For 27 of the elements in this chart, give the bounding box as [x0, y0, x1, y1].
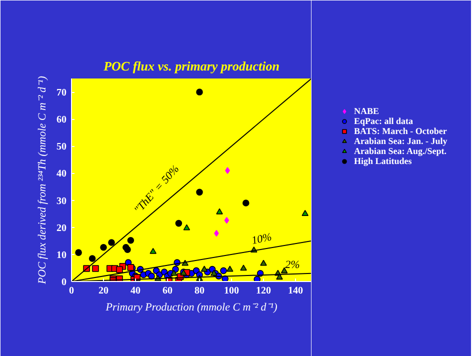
- x-tick-label: 100: [224, 286, 239, 296]
- chart-title: POC flux vs. primary production: [104, 58, 280, 74]
- legend-label: Arabian Sea: Aug./Sept.: [354, 146, 447, 156]
- y-tick-label: 60: [56, 114, 66, 126]
- x-tick-label: 40: [130, 286, 140, 296]
- x-tick-label: 140: [288, 286, 303, 296]
- legend-label: NABE: [354, 106, 380, 116]
- annotation: 10%: [250, 231, 273, 248]
- y-axis-title: POC flux derived from ²³⁴Th (mmole C m⁻² d⁻¹): [36, 76, 48, 285]
- y-tick-label: 40: [56, 168, 66, 180]
- y-tick-label: 0: [62, 277, 66, 288]
- legend-label: High Latitudes: [354, 156, 412, 166]
- x-tick-label: 60: [162, 286, 172, 296]
- x-tick-label: 20: [98, 286, 108, 296]
- legend-label: BATS: March - October: [354, 126, 447, 136]
- x-tick-label: 120: [256, 286, 271, 296]
- annotation: 2%: [285, 259, 300, 272]
- y-tick-label: 30: [56, 196, 66, 207]
- x-tick-label: 0: [69, 286, 74, 296]
- legend-label: EqPac: all data: [354, 116, 414, 126]
- y-tick-label: 20: [56, 222, 66, 234]
- y-tick-label: 50: [56, 142, 66, 153]
- x-axis-title: Primary Production (mmole C m⁻² d⁻¹): [104, 302, 278, 314]
- y-tick-label: 10: [56, 250, 66, 261]
- legend-label: Arabian Sea: Jan. - July: [354, 136, 448, 146]
- x-tick-label: 80: [194, 286, 204, 296]
- y-tick-label: 70: [56, 88, 66, 99]
